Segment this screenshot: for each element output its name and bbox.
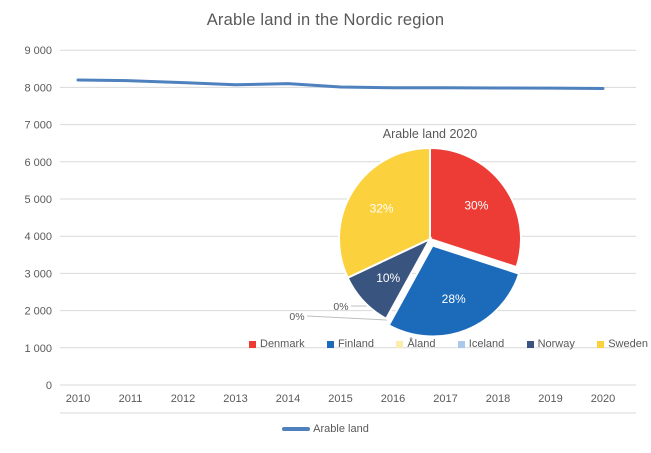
pie-legend-item-denmark: Denmark bbox=[249, 338, 305, 350]
pie-legend-swatch-norway bbox=[526, 340, 534, 348]
pie-chart-title: Arable land 2020 bbox=[382, 127, 478, 141]
y-axis-tick-label: 3 000 bbox=[24, 268, 52, 280]
pie-legend-swatch-åland bbox=[396, 340, 404, 348]
pie-data-label-norway: 10% bbox=[376, 271, 400, 285]
pie-slice-sweden bbox=[338, 146, 431, 280]
y-axis-tick-label: 7 000 bbox=[24, 120, 52, 132]
pie-data-label-denmark: 30% bbox=[464, 198, 488, 212]
pie-legend-label: Norway bbox=[537, 338, 575, 350]
pie-data-label-iceland: 0% bbox=[333, 301, 348, 313]
y-axis-tick-label: 9 000 bbox=[24, 45, 52, 57]
line-series-arable-land bbox=[76, 78, 605, 91]
pie-legend-swatch-sweden bbox=[597, 340, 605, 348]
line-legend-label: Arable land bbox=[313, 423, 369, 435]
x-axis-tick-label: 2012 bbox=[171, 393, 195, 405]
x-axis-tick-label: 2020 bbox=[591, 393, 615, 405]
pie-slice-finland bbox=[387, 244, 521, 338]
y-axis-tick-label: 4 000 bbox=[24, 231, 52, 243]
line-series-legend: Arable land bbox=[0, 423, 651, 435]
pie-legend-label: Åland bbox=[407, 338, 436, 350]
x-axis-tick-label: 2014 bbox=[276, 393, 300, 405]
pie-slice-denmark bbox=[429, 146, 522, 269]
pie-legend-item-iceland: Iceland bbox=[457, 338, 505, 350]
y-axis-tick-label: 1 000 bbox=[24, 343, 52, 355]
pie-legend-item-norway: Norway bbox=[526, 338, 575, 350]
y-axis-tick-label: 2 000 bbox=[24, 306, 52, 318]
pie-legend-item-sweden: Sweden bbox=[597, 338, 648, 350]
y-axis-tick-label: 5 000 bbox=[24, 194, 52, 206]
x-axis-tick-label: 2018 bbox=[486, 393, 510, 405]
pie-legend-item-åland: Åland bbox=[396, 338, 435, 350]
x-axis-tick-label: 2015 bbox=[328, 393, 352, 405]
pie-legend-label: Denmark bbox=[260, 338, 305, 350]
x-axis-tick-label: 2011 bbox=[119, 393, 143, 405]
pie-data-label-sweden: 32% bbox=[370, 201, 394, 215]
line-legend-swatch bbox=[282, 427, 311, 431]
pie-data-label-åland: 0% bbox=[289, 311, 304, 323]
pie-legend-swatch-denmark bbox=[249, 340, 256, 348]
y-axis-tick-label: 0 bbox=[46, 380, 52, 392]
pie-legend-swatch-finland bbox=[326, 340, 334, 348]
y-axis-tick-label: 6 000 bbox=[24, 157, 52, 169]
pie-legend-item-finland: Finland bbox=[326, 338, 375, 350]
x-axis-tick-label: 2016 bbox=[381, 393, 405, 405]
leader-line-åland bbox=[306, 315, 388, 321]
pie-legend-label: Sweden bbox=[608, 338, 648, 350]
pie-legend-label: Iceland bbox=[468, 338, 505, 350]
pie-legend-swatch-iceland bbox=[457, 340, 465, 348]
x-axis-tick-label: 2010 bbox=[66, 393, 90, 405]
pie-data-label-finland: 28% bbox=[442, 292, 466, 306]
chart-title: Arable land in the Nordic region bbox=[206, 11, 445, 29]
x-axis-tick-label: 2013 bbox=[223, 393, 247, 405]
x-axis-tick-label: 2019 bbox=[538, 393, 562, 405]
pie-legend: Denmark Finland Åland Iceland Norway Sweden bbox=[249, 338, 648, 350]
y-axis-tick-label: 8 000 bbox=[24, 82, 52, 94]
pie-legend-label: Finland bbox=[337, 338, 375, 350]
x-axis-tick-label: 2017 bbox=[433, 393, 457, 405]
